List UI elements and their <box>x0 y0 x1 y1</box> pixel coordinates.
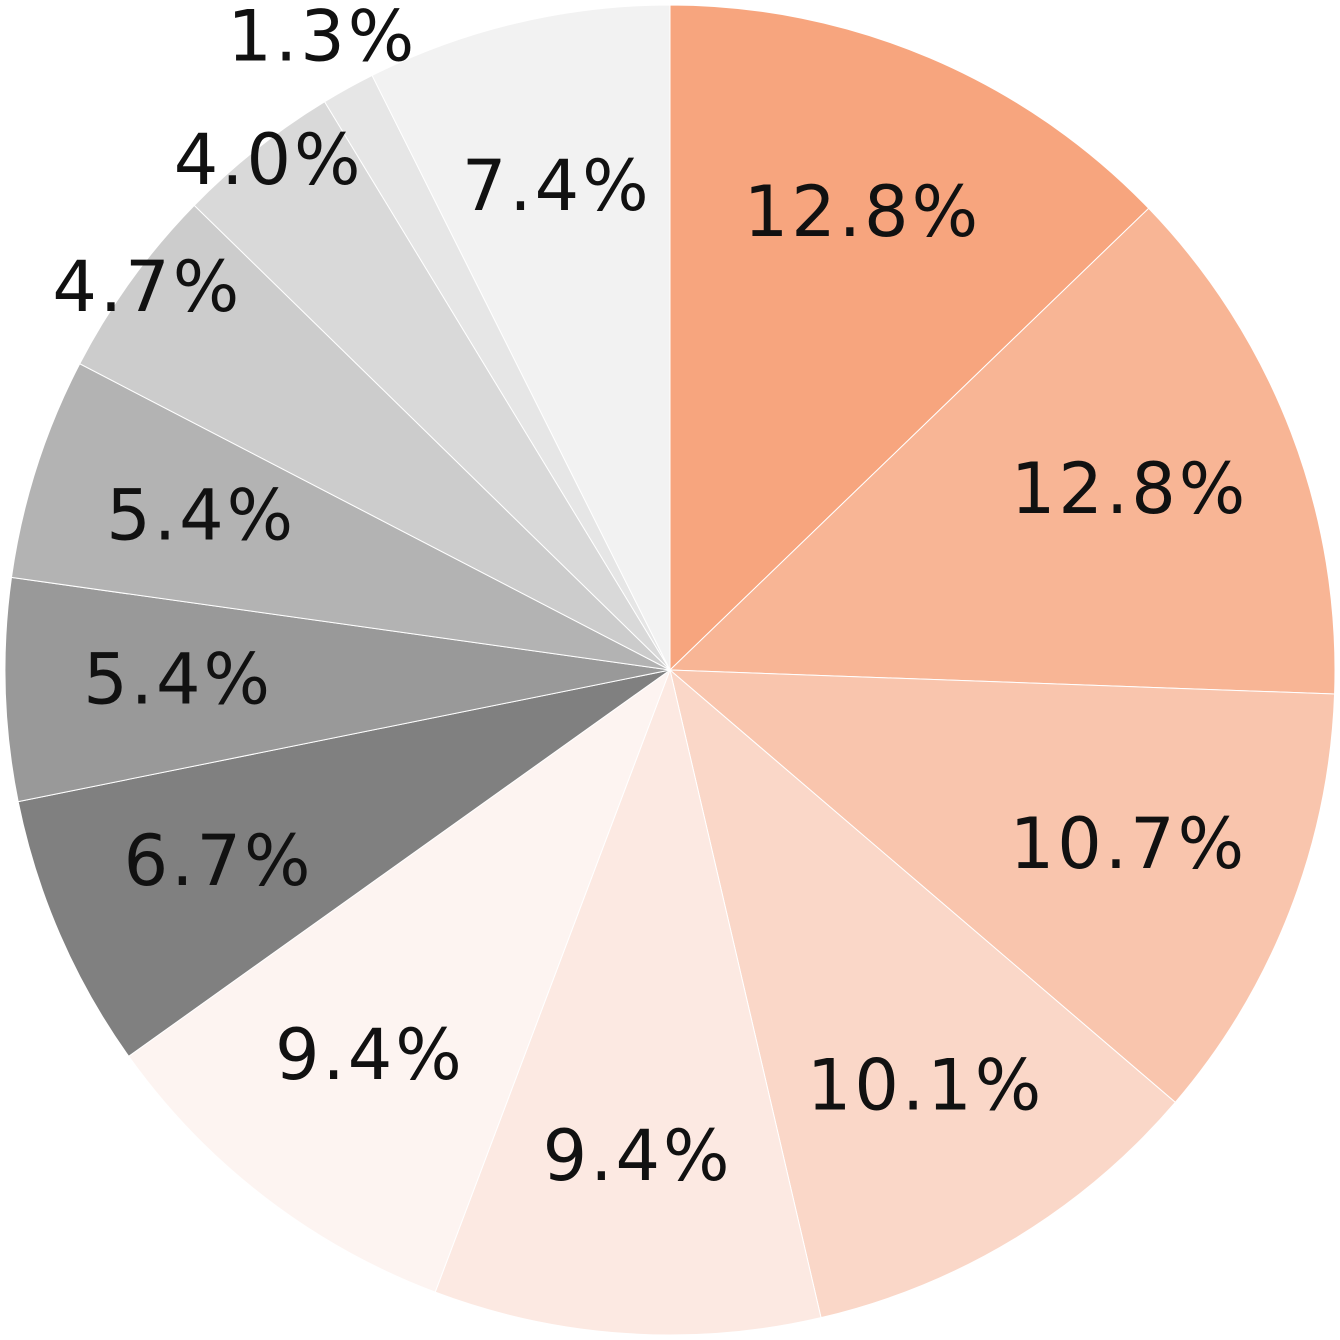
pie-slice <box>17 669 671 1057</box>
data-label: 12.8% <box>1011 448 1248 530</box>
data-label: 9.4% <box>543 1115 733 1197</box>
data-label: 10.1% <box>807 1045 1044 1127</box>
data-label: 1.3% <box>227 0 417 78</box>
data-label: 5.4% <box>83 639 273 721</box>
pie-slice <box>668 207 1336 695</box>
pie-slice <box>4 576 671 803</box>
pie-slice <box>669 4 1150 672</box>
pie-slice <box>669 668 1177 1319</box>
pie-slice <box>128 668 672 1293</box>
data-label: 4.0% <box>174 119 364 201</box>
data-label: 4.7% <box>52 246 242 328</box>
pie-slice <box>668 669 1336 1104</box>
data-label: 10.7% <box>1010 803 1247 885</box>
pie-slice <box>79 204 671 671</box>
pie-slice <box>10 363 671 671</box>
pie-slice <box>434 668 822 1336</box>
data-label: 5.4% <box>106 474 296 556</box>
data-label: 7.4% <box>462 145 652 227</box>
data-label: 12.8% <box>744 171 981 253</box>
data-label: 6.7% <box>124 820 314 902</box>
pie-slice <box>371 4 671 671</box>
data-label: 9.4% <box>275 1014 465 1096</box>
